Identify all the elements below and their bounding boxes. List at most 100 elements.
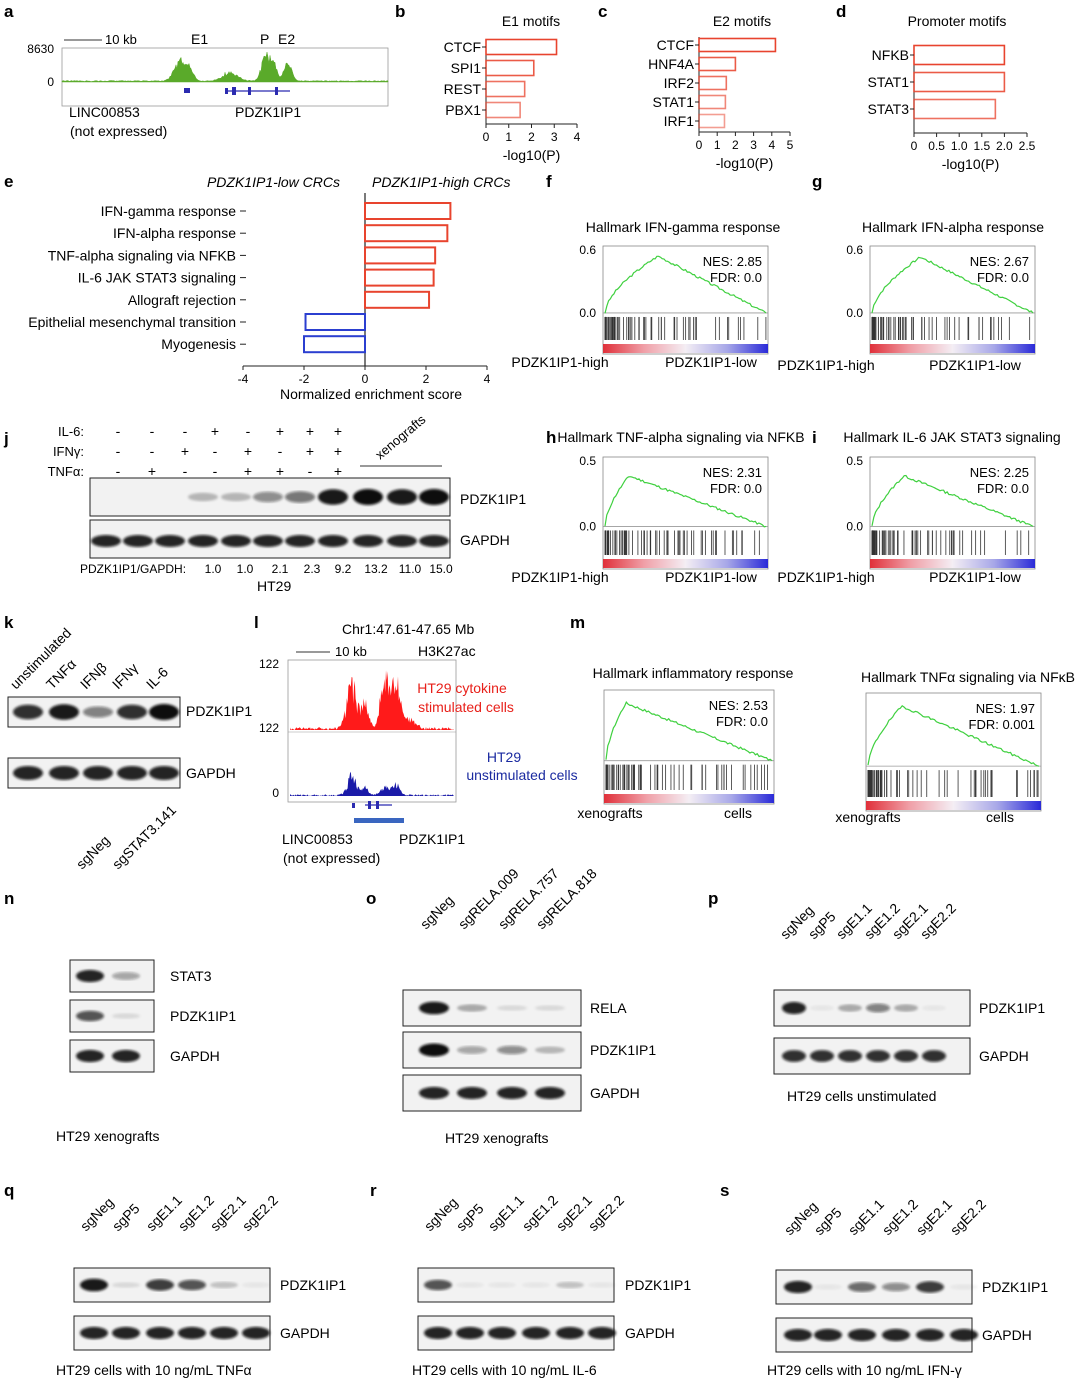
row-ifng: IFNγ: xyxy=(53,444,84,459)
band xyxy=(419,1043,449,1057)
band-label: RELA xyxy=(590,1000,627,1016)
sign: + xyxy=(181,443,189,459)
group-right: cells xyxy=(724,805,752,821)
coord: Chr1:47.61-47.65 Mb xyxy=(342,621,475,637)
sign: - xyxy=(278,443,283,459)
plot-title: Hallmark IFN-gamma response xyxy=(586,219,781,235)
group-left: xenografts xyxy=(835,809,900,825)
band xyxy=(210,1281,238,1289)
tick-label: 0 xyxy=(696,138,703,152)
panel-label: o xyxy=(366,889,376,908)
band xyxy=(838,1050,862,1062)
scale-text: 10 kb xyxy=(335,644,367,659)
tick-label: 0.5 xyxy=(928,139,945,153)
band xyxy=(242,1326,270,1340)
band xyxy=(522,1326,550,1340)
stim-label: HT29 cytokine xyxy=(417,680,507,696)
band xyxy=(916,1281,944,1293)
group-right: cells xyxy=(986,809,1014,825)
exon xyxy=(275,87,278,95)
band xyxy=(253,491,283,503)
band xyxy=(76,1010,104,1022)
band xyxy=(782,1050,806,1062)
plot-title: Hallmark inflammatory response xyxy=(593,665,794,681)
enrichment-curve xyxy=(871,474,1034,527)
nes-value: NES: 2.85 xyxy=(703,254,762,269)
blot-panel: o sgNegsgRELA.009sgRELA.757sgRELA.818RELA… xyxy=(366,865,656,1146)
band-label: PDZK1IP1 xyxy=(280,1277,346,1293)
motif-name: CTCF xyxy=(444,39,481,55)
bar xyxy=(364,246,437,265)
motif-name: STAT1 xyxy=(653,94,695,110)
sign: + xyxy=(306,423,314,439)
row-il6: IL-6: xyxy=(58,424,84,439)
band xyxy=(117,704,147,720)
band xyxy=(782,1001,806,1015)
caption: HT29 xenografts xyxy=(56,1128,160,1144)
plot-title: Hallmark IFN-alpha response xyxy=(862,219,1044,235)
panel-e: e PDZK1IP1-low CRCs PDZK1IP1-high CRCs I… xyxy=(4,172,511,402)
exon xyxy=(368,801,371,809)
tick-label: 1 xyxy=(714,138,721,152)
hallmark-name: TNF-alpha signaling via NFKB xyxy=(48,247,236,263)
lane-label: sgE2.1 xyxy=(913,1196,955,1238)
chart-title: E2 motifs xyxy=(713,13,771,29)
motif-name: REST xyxy=(444,81,482,97)
band xyxy=(178,1279,206,1291)
sign: + xyxy=(148,463,156,479)
bar xyxy=(698,75,728,91)
tick-label: 0 xyxy=(362,372,369,386)
fdr-value: FDR: 0.0 xyxy=(977,270,1029,285)
gene1-note: (not expressed) xyxy=(70,123,167,139)
scale-text: 10 kb xyxy=(105,32,137,47)
bar xyxy=(364,224,449,243)
mark: H3K27ac xyxy=(418,643,476,659)
fdr-value: FDR: 0.0 xyxy=(716,714,768,729)
hallmark-name: IL-6 JAK STAT3 signaling xyxy=(78,270,236,286)
band xyxy=(419,1001,449,1015)
ymax: 122 xyxy=(259,657,279,671)
tick-label: 1.0 xyxy=(951,139,968,153)
enrichment-curve xyxy=(867,704,1040,767)
band xyxy=(353,489,383,505)
gsea-panel: h Hallmark TNF-alpha signaling via NFKB 0.… xyxy=(511,428,804,585)
e2-label: E2 xyxy=(278,31,295,47)
band xyxy=(848,1328,876,1342)
band xyxy=(535,1046,565,1054)
e1-label: E1 xyxy=(191,31,208,47)
rank-gradient xyxy=(604,794,774,803)
bar xyxy=(698,56,737,72)
sign: + xyxy=(306,443,314,459)
tick-label: 2.5 xyxy=(1019,139,1036,153)
caption: HT29 cells unstimulated xyxy=(787,1088,936,1104)
gene1: LINC00853 xyxy=(282,831,353,847)
band xyxy=(91,535,121,547)
band xyxy=(882,1282,910,1292)
band xyxy=(556,1281,584,1289)
ratio-value: 15.0 xyxy=(429,562,453,576)
panel-label: k xyxy=(4,613,14,632)
band xyxy=(178,1326,206,1340)
panel-label: h xyxy=(546,428,556,447)
sign: - xyxy=(213,443,218,459)
bar xyxy=(913,98,997,120)
plot-frame xyxy=(869,245,1036,355)
band xyxy=(950,1328,978,1342)
panel-label: q xyxy=(4,1181,14,1200)
plot-frame xyxy=(602,245,769,355)
motif-name: IRF2 xyxy=(664,75,695,91)
motif-name: CTCF xyxy=(657,37,694,53)
sign: + xyxy=(211,423,219,439)
lane-label: IL-6 xyxy=(143,664,172,693)
band xyxy=(456,1282,484,1288)
band-label: GAPDH xyxy=(625,1325,675,1341)
sign: + xyxy=(334,443,342,459)
gsea-panel: Hallmark TNFα signaling via NFκB NES: 1.9… xyxy=(835,669,1075,825)
bar xyxy=(485,59,535,77)
sign: - xyxy=(116,463,121,479)
band xyxy=(497,1086,527,1100)
band xyxy=(814,1328,842,1342)
